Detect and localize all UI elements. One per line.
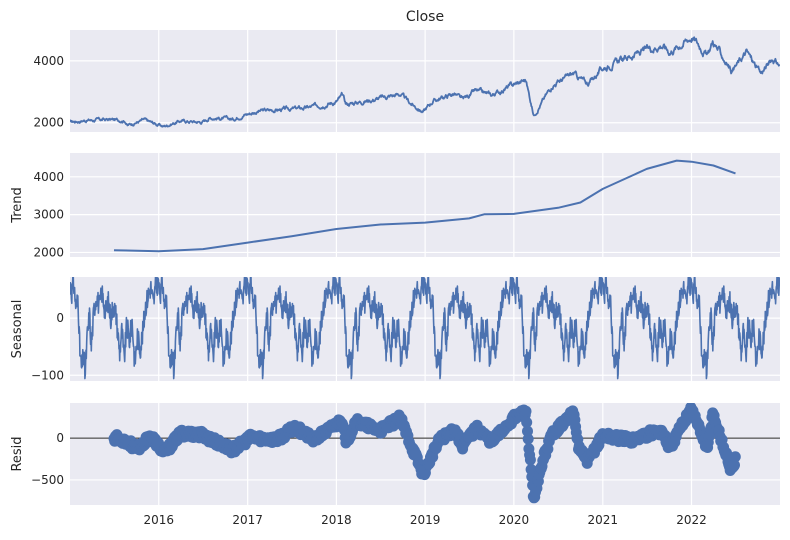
y-axis-label: Trend (10, 187, 25, 224)
x-tick-label: 2018 (321, 513, 352, 527)
x-tick-label: 2016 (143, 513, 174, 527)
y-axis-label: Seasonal (10, 300, 25, 359)
x-tick-label: 2020 (499, 513, 530, 527)
y-tick-label: 4000 (33, 170, 64, 184)
resid-point (520, 405, 532, 417)
panels: 2000 4000 2000 3000 4000 Trend 0 −100 Seasonal 0 −… (10, 30, 780, 505)
series-seasonal-line (70, 277, 780, 380)
y-tick-label: 4000 (33, 54, 64, 68)
panel-trend-marks (113, 159, 736, 253)
y-tick-label: 3000 (33, 208, 64, 222)
panel-seasonal-marks (70, 277, 780, 380)
y-tick-label: −500 (31, 473, 64, 487)
x-tick-label: 2017 (232, 513, 263, 527)
chart-title: Close (406, 9, 444, 25)
panel-resid: 0 −500 Resid (10, 403, 780, 505)
panel-trend: 2000 3000 4000 Trend (10, 153, 780, 259)
resid-point (522, 433, 534, 445)
series-close-line (70, 36, 780, 128)
resid-point (524, 454, 536, 466)
x-tick-label: 2022 (676, 513, 707, 527)
panel-seasonal: 0 −100 Seasonal (10, 277, 780, 382)
panel-resid-marks (70, 403, 780, 504)
y-tick-label: 0 (56, 311, 64, 325)
x-tick-label: 2019 (410, 513, 441, 527)
resid-point (729, 459, 740, 471)
x-axis-ticks: 2016 2017 2018 2019 2020 2021 2022 (143, 513, 706, 527)
y-tick-label: 0 (56, 431, 64, 445)
y-tick-label: 2000 (33, 245, 64, 259)
panel-close-marks (70, 36, 780, 128)
y-tick-label: 2000 (33, 116, 64, 130)
y-axis-label: Resid (10, 436, 25, 471)
panel-close: 2000 4000 (33, 30, 780, 132)
resid-markers (108, 403, 741, 504)
resid-point (521, 416, 533, 428)
resid-point (729, 451, 741, 463)
y-tick-label: −100 (31, 368, 64, 382)
x-tick-label: 2021 (588, 513, 619, 527)
series-trend-line (113, 159, 736, 253)
